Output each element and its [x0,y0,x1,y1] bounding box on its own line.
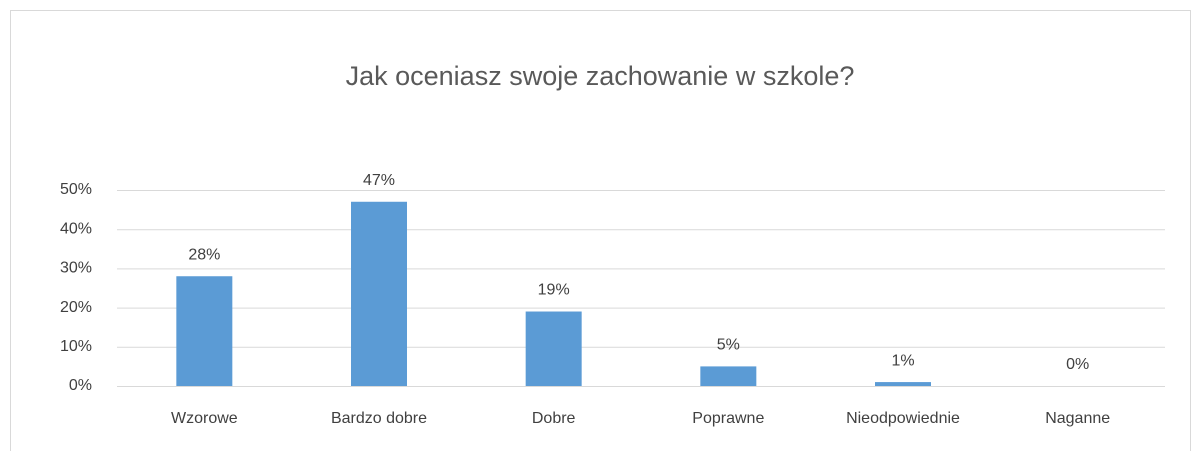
bar [875,382,931,386]
chart-title: Jak oceniasz swoje zachowanie w szkole? [346,61,855,91]
data-label: 19% [538,282,570,299]
bar [351,201,407,386]
x-tick-label: Naganne [1045,410,1110,427]
x-tick-label: Bardzo dobre [331,410,427,427]
y-tick-label: 30% [60,260,92,277]
data-label: 47% [363,172,395,189]
y-tick-label: 50% [60,181,92,198]
data-label: 0% [1066,356,1089,373]
x-tick-label: Dobre [532,410,576,427]
y-tick-label: 0% [69,377,92,394]
y-tick-label: 10% [60,338,92,355]
bar [700,366,757,386]
x-tick-label: Nieodpowiednie [846,410,960,427]
y-tick-label: 40% [60,220,92,237]
y-tick-label: 20% [60,299,92,316]
bar [525,311,582,386]
x-tick-label: Wzorowe [171,410,238,427]
x-tick-label: Poprawne [692,410,764,427]
data-label: 1% [891,352,914,369]
data-label: 5% [717,337,740,354]
data-label: 28% [188,246,220,263]
bar [176,276,233,386]
